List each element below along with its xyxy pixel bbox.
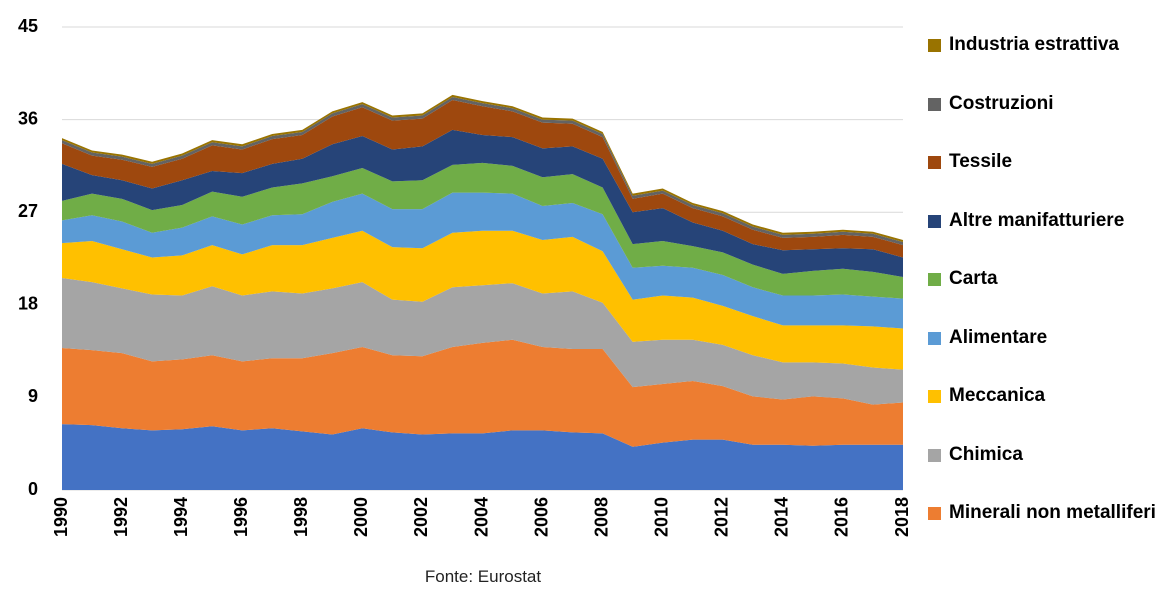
legend-item: Carta [928,264,1168,294]
legend-label: Costruzioni [949,92,1054,114]
y-tick-label: 0 [28,479,38,499]
legend-label: Tessile [949,151,1013,172]
x-tick-label: 2006 [531,497,551,537]
legend-label: Altre manifatturiere [949,209,1125,231]
x-tick-label: 2000 [351,497,371,537]
x-tick-label: 2008 [591,497,611,537]
source-note: Fonte: Eurostat [424,567,542,586]
area [62,100,903,258]
legend-item: Industria estrattiva [928,30,1168,60]
x-tick-label: 1990 [51,497,71,537]
legend-item: Costruzioni [928,89,1168,119]
legend-item: Minerali non metalliferi [928,498,1168,528]
area [62,278,903,405]
legend-swatch [928,331,941,345]
legend-item: Alimentare [928,323,1168,353]
legend-item: Altre manifatturiere [928,206,1168,236]
x-tick-label: 2004 [471,497,491,537]
legend-label: Meccanica [949,385,1046,406]
legend-label: Carta [949,268,998,289]
area [62,339,903,447]
legend-swatch [928,390,941,403]
area [62,96,903,246]
x-tick-label: 1992 [111,497,131,537]
area [62,129,903,278]
legend-swatch [928,39,941,52]
y-tick-label: 45 [18,16,38,36]
x-tick-label: 2018 [892,497,912,537]
legend-item: Tessile [928,147,1168,177]
legend-item: Chimica [928,440,1168,470]
legend-label: Alimentare [949,326,1048,348]
legend-swatch [928,507,941,520]
y-tick-label: 36 [18,108,38,128]
x-tick-label: 2016 [832,497,852,537]
legend-label: Minerali non metalliferi [949,502,1156,523]
legend-label: Chimica [949,443,1023,465]
x-tick-label: 1994 [171,497,191,537]
y-tick-label: 18 [18,294,38,314]
x-tick-label: 2002 [411,497,431,537]
x-tick-label: 1996 [231,497,251,537]
legend-label: Industria estrattiva [949,34,1119,55]
legend-swatch [928,156,941,169]
x-tick-label: 2014 [772,497,792,537]
area [62,192,903,329]
y-tick-label: 9 [28,386,38,406]
area [62,162,903,299]
legend-swatch [928,273,941,286]
legend-swatch [928,97,941,111]
legend-swatch [928,214,941,228]
legend-swatch [928,448,941,462]
area [62,424,903,490]
x-tick-label: 2012 [712,497,732,537]
area [62,230,903,370]
legend-item: Meccanica [928,381,1168,411]
x-tick-label: 1998 [291,497,311,537]
y-tick-label: 27 [18,201,38,221]
x-tick-label: 2010 [651,497,671,537]
